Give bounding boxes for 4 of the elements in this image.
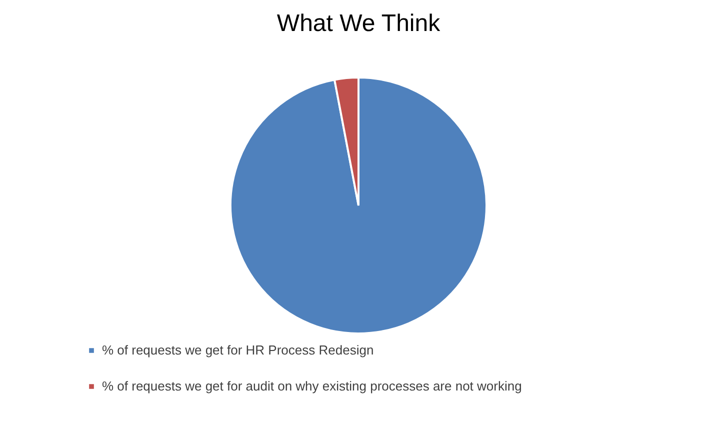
chart-title: What We Think (276, 10, 442, 37)
legend-label: % of requests we get for HR Process Redesign (102, 342, 374, 358)
pie-slice (230, 76, 488, 334)
legend-label: % of requests we get for audit on why existing processes are not working (102, 378, 522, 394)
